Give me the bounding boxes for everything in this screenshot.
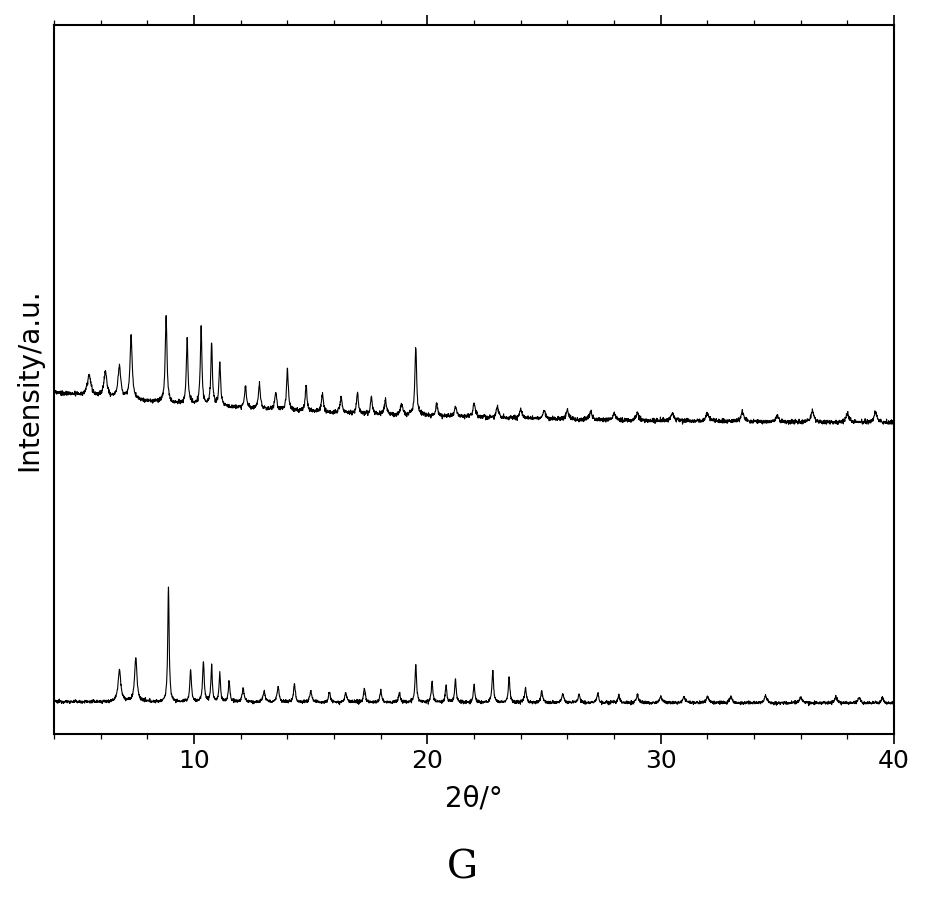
X-axis label: 2θ/°: 2θ/° — [445, 784, 503, 812]
Y-axis label: Intensity/a.u.: Intensity/a.u. — [15, 289, 43, 471]
Text: G: G — [447, 850, 478, 887]
